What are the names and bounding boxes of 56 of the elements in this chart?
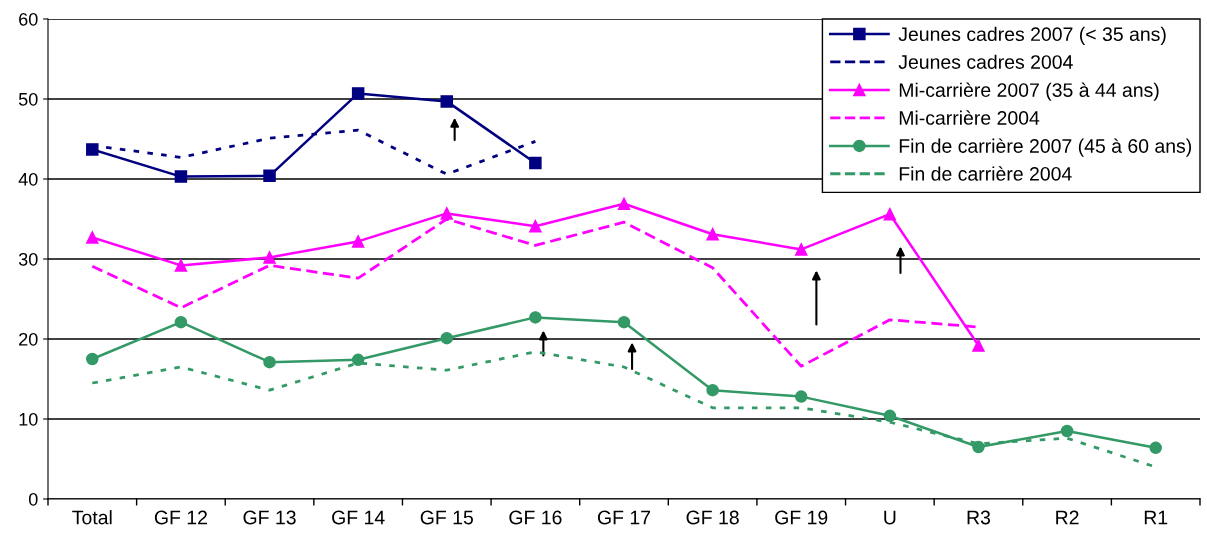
point — [351, 87, 365, 100]
point — [440, 207, 454, 220]
point — [883, 207, 897, 221]
point — [972, 440, 985, 454]
point — [883, 409, 897, 423]
y-tick-label: 50 — [18, 92, 38, 106]
point — [706, 227, 719, 241]
point — [1149, 441, 1162, 455]
point — [174, 170, 188, 183]
point — [617, 197, 631, 211]
point — [972, 339, 985, 352]
x-tick-label: GF 14 — [332, 510, 385, 525]
point — [529, 156, 542, 170]
legend-label: Mi-carrière 2007 (35 à 44 ans) — [899, 82, 1159, 101]
x-tick-label: U — [884, 510, 896, 525]
legend-label: Jeunes cadres 2004 — [898, 54, 1073, 69]
point — [440, 331, 454, 345]
y-tick-label: 10 — [19, 412, 38, 426]
y-tick-label: 20 — [19, 332, 38, 346]
legend-label: Jeunes cadres 2007 (< 35 ans) — [898, 26, 1166, 45]
point — [617, 315, 631, 329]
x-tick-label: Total — [72, 510, 112, 525]
point — [263, 251, 276, 264]
x-tick-label: R3 — [967, 510, 991, 525]
x-tick-label: GF 12 — [154, 510, 207, 525]
point — [351, 353, 365, 367]
point — [263, 355, 276, 369]
x-tick-label: GF 19 — [775, 510, 828, 525]
point — [1060, 424, 1074, 438]
y-tick-label: 40 — [18, 172, 38, 186]
x-tick-label: GF 16 — [509, 510, 562, 525]
legend-label: Mi-carrière 2004 — [899, 110, 1040, 125]
point — [794, 390, 808, 403]
point — [174, 315, 188, 329]
legend-label: Fin de carrière 2007 (45 à 60 ans) — [899, 138, 1192, 157]
x-tick-label: R2 — [1056, 510, 1079, 525]
point — [706, 383, 719, 397]
x-tick-label: R1 — [1144, 510, 1168, 525]
point — [86, 352, 99, 366]
point — [263, 169, 276, 183]
point — [86, 231, 99, 244]
point — [351, 235, 365, 248]
y-tick-label: 30 — [18, 252, 38, 266]
point — [529, 311, 542, 324]
point — [529, 219, 542, 233]
legend-label: Fin de carrière 2004 — [899, 166, 1072, 181]
point — [174, 259, 188, 272]
y-tick-label: 0 — [28, 492, 38, 506]
point — [86, 143, 99, 156]
x-tick-label: GF 15 — [420, 510, 473, 525]
x-tick-label: GF 13 — [243, 510, 296, 525]
point — [794, 243, 808, 256]
y-tick-label: 60 — [19, 12, 38, 26]
x-tick-label: GF 18 — [686, 510, 739, 525]
x-tick-label: GF 17 — [597, 510, 651, 525]
point — [440, 95, 454, 108]
